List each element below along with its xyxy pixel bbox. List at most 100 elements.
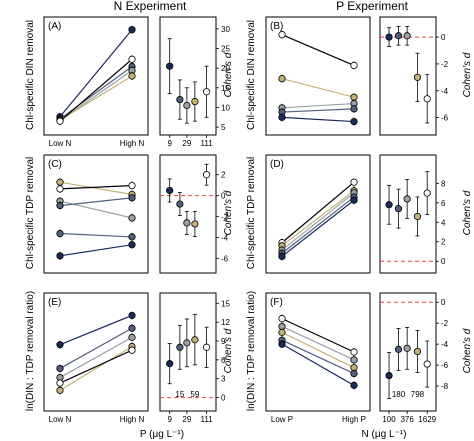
cohen-frame — [379, 16, 437, 136]
data-point — [350, 381, 358, 389]
series-line — [281, 331, 355, 369]
series-line — [281, 116, 355, 123]
cohen-x-tick-label: 9 — [167, 139, 172, 148]
cohen-point — [423, 95, 431, 103]
cohen-frame — [159, 292, 217, 412]
ylabel-tdp-right: Chl-specific TDP removal — [246, 157, 257, 269]
panel-F: (F) Low P High P -8 -6 -4 -2 0 100 376 1629 180 798 — [265, 292, 449, 424]
cohen-point — [385, 33, 393, 41]
cohen-label-d: Cohen's d — [462, 190, 473, 235]
cohen-tick-label: -8 — [441, 382, 449, 391]
data-point — [56, 252, 64, 260]
ylabel-din: Chl-specific DIN removal — [25, 20, 36, 130]
ylabel-din-right: Chl-specific DIN removal — [246, 20, 257, 130]
data-point — [350, 105, 358, 113]
cohen-tick-label: -6 — [441, 114, 449, 123]
data-point — [56, 379, 64, 387]
data-point — [128, 72, 136, 80]
cohen-frame — [379, 154, 437, 274]
cohen-tick-label: -4 — [441, 340, 449, 349]
cohen-point — [385, 371, 393, 380]
series-line — [59, 200, 133, 219]
title-n-experiment: N Experiment — [114, 0, 187, 13]
series-line — [281, 339, 355, 375]
data-point — [128, 55, 136, 63]
category-label: Low N — [49, 415, 72, 424]
series-line — [59, 75, 133, 121]
xlabel-n: N (μg L⁻¹) — [362, 429, 407, 440]
panel-label: (F) — [270, 297, 283, 308]
data-point — [350, 369, 358, 378]
data-point — [56, 229, 64, 238]
cohen-point — [191, 97, 199, 106]
series-line — [281, 102, 355, 109]
cohen-point — [166, 186, 174, 195]
data-point — [128, 181, 136, 190]
cohen-tick-label: 20 — [221, 64, 230, 73]
cohen-point — [183, 101, 191, 110]
series-line — [59, 346, 133, 391]
cohen-tick-label: 6 — [221, 356, 226, 365]
cohen-point — [394, 32, 403, 40]
cohen-tick-label: 0 — [221, 192, 226, 201]
panel-label: (B) — [270, 21, 283, 32]
series-line — [59, 314, 133, 346]
data-point — [56, 117, 64, 125]
panel-frame — [265, 154, 371, 274]
data-point — [128, 233, 136, 241]
category-label: High N — [120, 139, 145, 148]
data-point — [278, 75, 286, 83]
cohen-tick-label: 8 — [441, 179, 446, 188]
panel-label: (C) — [48, 159, 62, 170]
cohen-point — [403, 195, 411, 203]
data-point — [278, 252, 286, 260]
cohen-point — [385, 201, 393, 209]
cohen-annotation: 15 — [175, 390, 184, 399]
series-line — [59, 336, 133, 379]
data-point — [350, 61, 358, 70]
data-point — [278, 315, 286, 323]
cohen-annotation: 798 — [411, 390, 425, 399]
series-line — [59, 184, 133, 190]
panel-frame — [43, 154, 149, 274]
cohen-x-tick-label: 1629 — [418, 415, 436, 424]
cohen-x-tick-label: 111 — [201, 415, 214, 424]
cohen-frame — [159, 16, 217, 136]
cohen-x-tick-label: 111 — [201, 139, 214, 148]
series-line — [59, 58, 133, 122]
cohen-point — [403, 344, 411, 352]
cohen-label-b: Cohen's d — [462, 52, 473, 97]
data-point — [278, 113, 286, 121]
category-label: High N — [120, 415, 145, 424]
cohen-tick-label: 30 — [221, 25, 230, 34]
series-line — [281, 34, 355, 66]
ylabel-ratio: ln(DIN : TDP removal ratio) — [25, 291, 36, 411]
cohen-point — [403, 32, 411, 40]
cohen-x-tick-label: 29 — [182, 415, 191, 424]
series-line — [59, 232, 133, 238]
category-label: Low P — [271, 415, 293, 424]
cohen-x-tick-label: 100 — [382, 415, 396, 424]
panel-label: (D) — [270, 159, 284, 170]
data-point — [278, 340, 286, 348]
cohen-tick-label: 3 — [221, 375, 226, 384]
series-line — [281, 190, 355, 247]
cohen-tick-label: 0 — [221, 394, 226, 403]
cohen-tick-label: 12 — [221, 318, 230, 327]
series-line — [59, 181, 133, 196]
cohen-tick-label: -6 — [441, 361, 449, 370]
series-line — [281, 343, 355, 386]
cohen-annotation: 59 — [190, 390, 199, 399]
cohen-point — [191, 220, 199, 228]
series-line — [59, 349, 133, 384]
data-point — [350, 93, 358, 101]
series-line — [281, 196, 355, 254]
data-point — [56, 364, 64, 373]
cohen-point — [176, 95, 184, 104]
cohen-point — [413, 347, 422, 356]
cohen-label-c: Cohen's d — [223, 190, 234, 235]
cohen-tick-label: 25 — [221, 45, 230, 54]
data-point — [56, 202, 64, 210]
cohen-tick-label: 6 — [441, 199, 446, 208]
data-point — [278, 31, 286, 39]
